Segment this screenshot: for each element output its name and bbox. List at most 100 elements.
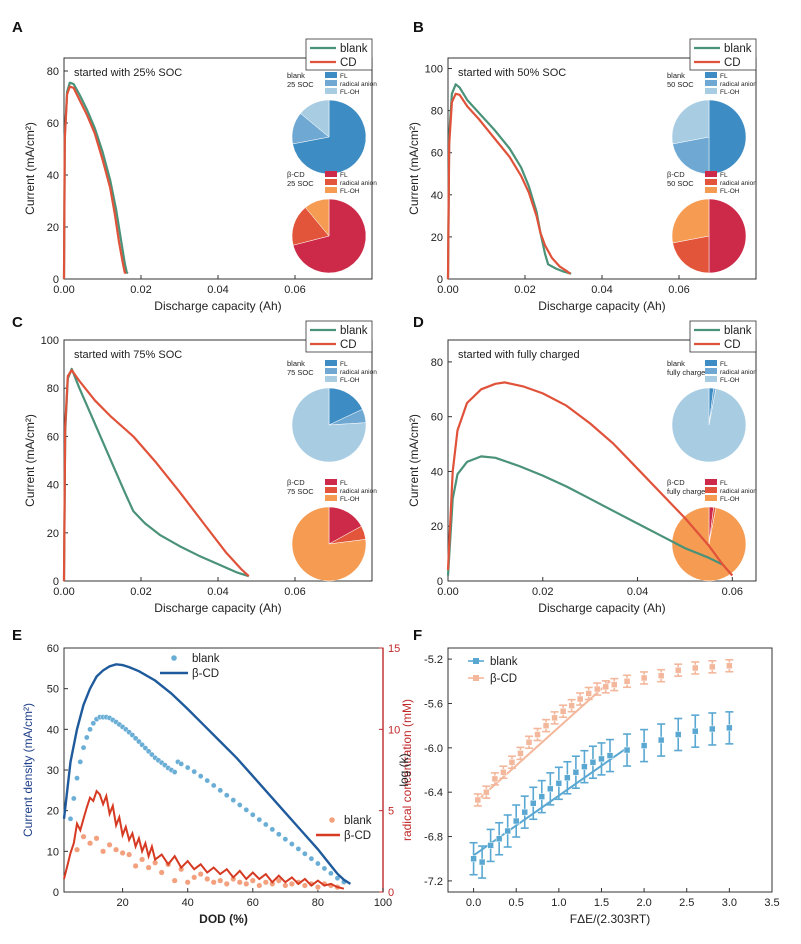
data-marker [611,681,618,688]
legend-swatch [473,658,479,664]
radical-blank-marker [301,882,308,889]
x-tick-label: 0.00 [437,284,458,296]
x-tick-label: 2.0 [636,897,651,909]
radical-bcd-line [63,789,345,890]
legend-label: CD [724,57,741,69]
pie-legend-label: FL [340,361,348,368]
pie-slice [708,99,747,175]
x-tick-label: 0.06 [722,586,743,598]
pie-legend-label: FL-OH [720,377,740,384]
current-blank-marker [77,759,84,765]
pie-legend-label: FL [720,172,728,179]
panel-letter: E [12,627,22,644]
radical-blank-marker [119,849,126,856]
current-blank-marker [184,764,191,771]
legend-label: β-CD [192,668,219,680]
y-tick-label: 20 [47,222,59,234]
legend-swatch [329,817,335,823]
current-blank-marker [276,831,282,838]
pie-slice [671,387,747,463]
current-blank-marker [197,773,204,779]
pie-legend-label: radical anion [720,81,757,88]
data-marker [517,750,524,757]
legend-label: β-CD [490,673,517,685]
x-tick-label: 0.02 [532,586,553,598]
data-marker [657,672,665,679]
data-marker [726,724,733,732]
radical-blank-marker [184,879,191,886]
current-blank-marker [328,870,334,877]
pie-slice [305,198,330,237]
pie-title: blank [287,71,305,80]
pie-legend-label: radical anion [720,180,757,187]
pie-title: β-CD [287,478,305,487]
pie-legend-label: FL-OH [340,188,360,195]
panel-b: B 0.00 0.02 0.04 0.06 0 20 40 60 80 100 Discharge c… [407,19,757,313]
data-marker [542,722,550,729]
series-line-blank [62,367,250,582]
radical-blank-marker [256,882,263,889]
radical-blank-marker [100,848,107,855]
pie-legend-label: radical anion [720,369,757,376]
y-tick-label: 100 [41,335,59,347]
pie-legend-swatch [325,479,337,485]
x-axis-label: Discharge capacity (Ah) [154,299,281,313]
y-tick-label: 20 [47,528,59,540]
legend-label: blank [192,653,220,665]
x-tick-label: 0.00 [437,586,458,598]
y-tick-label: 40 [47,480,59,492]
data-marker [508,758,516,766]
y-tick-label: 40 [47,724,59,736]
current-blank-marker [269,826,276,833]
plot-frame [63,647,384,893]
legend-label: β-CD [344,830,371,842]
data-marker [581,763,588,770]
radical-blank-marker [171,877,178,884]
data-marker [491,775,499,783]
data-marker [598,755,605,763]
x-tick-label: 0.02 [130,284,151,296]
current-blank-marker [87,726,93,733]
pie-legend-swatch [705,88,717,94]
legend-label: CD [340,339,357,351]
data-marker [568,702,575,709]
pie-legend-label: FL-OH [340,89,360,96]
y-tick-label: 0 [53,274,59,286]
data-marker [534,731,541,738]
pie-legend-label: FL [340,73,348,80]
legend-label: blank [490,656,518,668]
x-tick-label: 0.04 [207,284,228,296]
radical-blank-marker [236,879,243,886]
x-tick-label: 20 [116,897,128,909]
radical-blank-marker [158,869,165,876]
x-axis-label: Discharge capacity (Ah) [538,601,665,615]
current-bcd-line [62,663,352,885]
radical-blank-marker [243,880,250,887]
data-marker [538,793,546,800]
x-tick-label: 3.5 [764,897,779,909]
current-blank-marker [289,841,295,847]
pie-title: fully charge [667,368,705,377]
y-tick-label: 20 [431,232,443,244]
fit-line [477,680,611,801]
data-marker [593,685,601,693]
x-tick-label: 0.5 [509,897,524,909]
x-tick-label: 60 [247,897,259,909]
legend-label: CD [724,339,741,351]
current-blank-marker [204,777,211,784]
legend-swatch [171,655,177,661]
pie-slice [292,198,367,274]
pie-legend-label: radical anion [340,488,377,495]
current-blank-marker [308,855,315,862]
radical-blank-marker [191,874,198,881]
y-axis-label: Current density (mA/cm²) [21,703,35,837]
current-blank-marker [191,768,198,775]
pie-legend-swatch [705,72,717,78]
x-axis-label: Discharge capacity (Ah) [154,601,281,615]
y-axis-label: log (k) [397,753,411,786]
pie-legend-label: FL-OH [720,188,740,195]
y-tick-label: 50 [47,684,59,696]
series-line-cd [446,381,734,577]
data-marker [674,666,682,674]
